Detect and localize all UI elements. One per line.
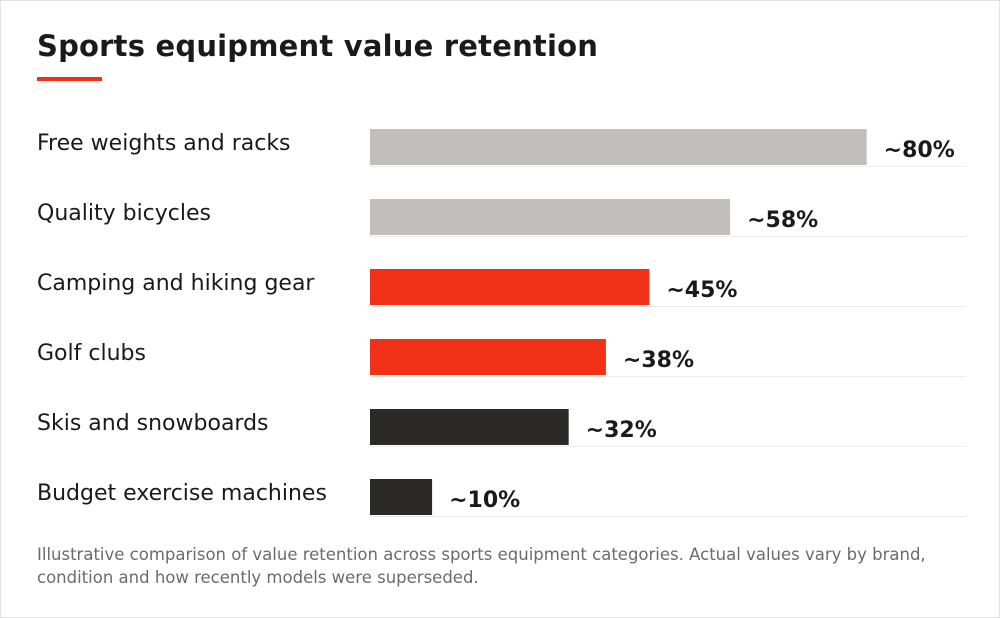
category-label: Budget exercise machines — [37, 481, 327, 506]
bar-chart: Free weights and racks ~80% Quality bicycl… — [37, 129, 966, 517]
value-label: ~45% — [666, 278, 737, 303]
bar — [370, 269, 650, 305]
bar — [370, 129, 867, 165]
bar — [370, 199, 731, 235]
value-label: ~10% — [449, 488, 520, 513]
bar — [370, 479, 433, 515]
category-label: Camping and hiking gear — [37, 271, 315, 296]
bar — [370, 339, 606, 375]
category-label: Quality bicycles — [37, 201, 211, 226]
chart-footnote: Illustrative comparison of value retenti… — [37, 545, 926, 587]
chart-title: Sports equipment value retention — [37, 29, 599, 63]
value-label: ~32% — [586, 418, 657, 443]
category-label: Golf clubs — [37, 341, 146, 366]
bar — [370, 409, 569, 445]
value-label: ~58% — [747, 208, 818, 233]
value-label: ~38% — [623, 348, 694, 373]
category-label: Free weights and racks — [37, 131, 291, 156]
title-accent-rule — [37, 77, 102, 81]
category-label: Skis and snowboards — [37, 411, 269, 436]
value-label: ~80% — [884, 138, 955, 163]
